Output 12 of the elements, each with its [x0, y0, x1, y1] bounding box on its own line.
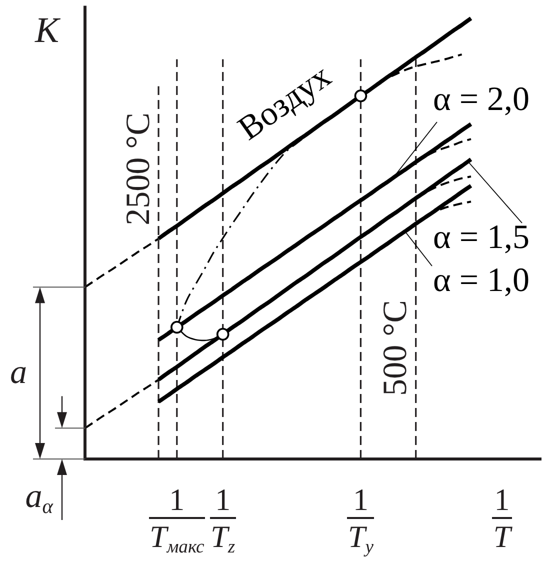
text: a$_{α}$ [25, 478, 53, 518]
y-axis-title: K [34, 10, 60, 50]
legend-label: α = 1,5 [433, 219, 530, 256]
text: a [10, 354, 27, 392]
annotation: 500 °C [376, 300, 414, 396]
x-tick-label: 1 T$_{z}$ [210, 482, 236, 558]
annotation: 2500 °C [120, 112, 157, 226]
x-axis-title: 1 T [492, 482, 512, 554]
x-tick-label: 1 T$_{y}$ [346, 482, 374, 558]
legend-label: α = 1,0 [433, 262, 530, 299]
series-label: α = 2,0 [433, 81, 530, 118]
x-tick-label: 1 T$_{макс}$ [148, 482, 206, 558]
